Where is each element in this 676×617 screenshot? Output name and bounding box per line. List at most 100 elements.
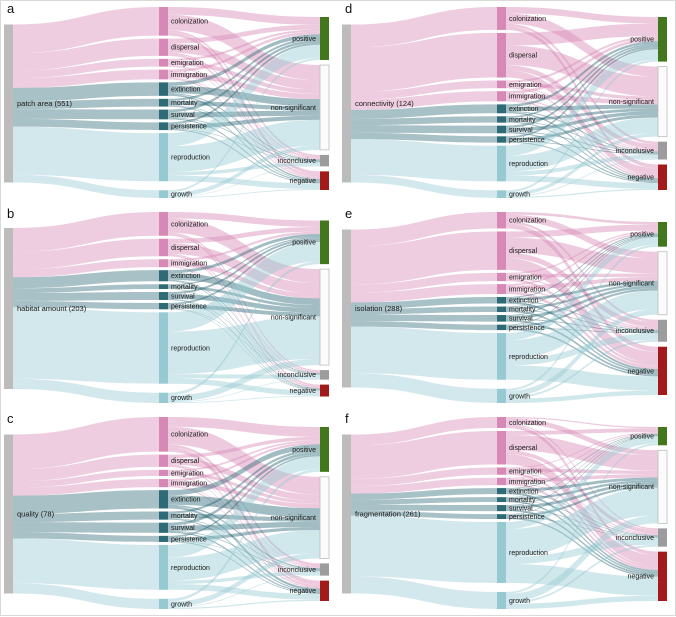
flow-f-immigration-to-negative: [506, 482, 658, 570]
flow-b-extinction-to-negative: [168, 280, 320, 390]
flow-d-colonization-to-negative: [506, 26, 658, 169]
flow-d-colonization-to-non-significant: [506, 13, 658, 77]
node-c-dispersal: [159, 454, 168, 467]
node-e-mortality: [497, 306, 506, 313]
flow-b-immigration-to-positive: [168, 231, 320, 262]
node-a-driver: [4, 24, 13, 183]
flow-f-colonization-to-inconclusive: [506, 423, 658, 530]
node-b-positive: [320, 220, 329, 265]
flow-e-driver-to-mortality: [351, 306, 497, 315]
flow-b-dispersal-to-inconclusive: [168, 253, 320, 373]
flow-e-mortality-to-non-significant: [506, 283, 658, 310]
flow-a-colonization-to-negative: [168, 32, 320, 175]
flow-a-growth-to-positive: [168, 57, 320, 193]
flow-a-growth-to-non-significant: [168, 145, 320, 197]
flow-c-persistence-to-non-significant: [168, 527, 320, 541]
label-e-persistence: persistence: [509, 325, 545, 332]
label-d-driver: connectivity (124): [355, 99, 414, 108]
flow-e-reproduction-to-negative: [506, 365, 658, 391]
flow-e-colonization-to-positive: [506, 212, 658, 225]
flow-d-driver-to-extinction: [351, 104, 497, 119]
flow-c-driver-to-immigration: [13, 479, 159, 496]
label-f-persistence: persistence: [509, 514, 545, 521]
flow-c-mortality-to-positive: [168, 449, 320, 514]
label-f-immigration: immigration: [509, 479, 545, 486]
flow-c-persistence-to-inconclusive: [168, 540, 320, 572]
flow-c-driver-to-dispersal: [13, 454, 159, 482]
flow-d-mortality-to-positive: [506, 43, 658, 119]
label-b-immigration: immigration: [171, 261, 207, 268]
panel-f: f fragmentation (261) colonization dispers…: [339, 411, 676, 617]
label-a-persistence: persistence: [171, 124, 207, 131]
node-c-non-significant: [319, 476, 330, 559]
label-f-dispersal: dispersal: [509, 445, 537, 452]
node-b-persistence: [159, 302, 168, 310]
label-c-growth: growth: [171, 601, 192, 608]
node-c-mortality: [159, 511, 168, 520]
label-e-dispersal: dispersal: [509, 248, 537, 255]
label-d-inconclusive: inconclusive: [616, 148, 654, 155]
label-b-positive: positive: [292, 240, 316, 247]
flow-d-survival-to-inconclusive: [506, 131, 658, 154]
flow-a-survival-to-negative: [168, 118, 320, 183]
node-c-immigration: [159, 479, 168, 488]
node-c-persistence: [159, 535, 168, 542]
label-c-inconclusive: inconclusive: [278, 567, 316, 574]
flow-d-mortality-to-inconclusive: [506, 120, 658, 154]
flow-b-mortality-to-positive: [168, 236, 320, 286]
panel-c: c quality (78) colonization dispersal emigr…: [1, 411, 339, 617]
panel-e-sankey-svg: isolation (288) colonization dispersal emig…: [342, 212, 668, 403]
flow-f-driver-to-colonization: [351, 417, 497, 446]
node-f-immigration: [497, 477, 506, 486]
flow-e-growth-to-non-significant: [506, 309, 658, 397]
label-a-extinction: extinction: [171, 87, 201, 94]
flow-a-survival-to-positive: [168, 40, 320, 113]
flow-f-driver-to-survival: [351, 504, 497, 512]
label-c-persistence: persistence: [171, 536, 207, 543]
flow-c-survival-to-negative: [168, 531, 320, 594]
flow-b-driver-to-survival: [13, 292, 159, 301]
flow-f-reproduction-to-inconclusive: [506, 537, 658, 565]
flow-c-emigration-to-inconclusive: [168, 474, 320, 568]
flow-f-dispersal-to-negative: [506, 454, 658, 566]
flow-c-colonization-to-positive: [168, 417, 320, 437]
node-d-mortality: [497, 116, 506, 123]
node-f-emigration: [497, 467, 506, 475]
flow-f-emigration-to-inconclusive: [506, 471, 658, 535]
flow-e-emigration-to-negative: [506, 278, 658, 366]
flow-a-survival-to-inconclusive: [168, 117, 320, 162]
flow-e-driver-to-survival: [351, 314, 497, 322]
flow-e-reproduction-to-inconclusive: [506, 333, 658, 366]
label-f-driver: fragmentation (261): [355, 510, 421, 519]
node-e-driver: [342, 229, 351, 388]
flow-e-dispersal-to-non-significant: [506, 237, 658, 274]
label-d-positive: positive: [630, 37, 654, 44]
node-b-colonization: [159, 212, 168, 236]
flow-f-growth-to-negative: [506, 595, 658, 609]
node-a-reproduction: [159, 133, 168, 182]
flow-d-immigration-to-non-significant: [506, 94, 658, 105]
flow-a-reproduction-to-negative: [168, 175, 320, 190]
flow-a-dispersal-to-negative: [168, 53, 320, 177]
label-a-mortality: mortality: [171, 100, 198, 107]
node-b-survival: [159, 292, 168, 300]
flow-f-reproduction-to-positive: [506, 436, 658, 530]
flow-a-persistence-to-negative: [168, 129, 320, 184]
flow-f-driver-to-reproduction: [351, 515, 497, 583]
node-f-dispersal: [497, 430, 506, 465]
flow-a-survival-to-non-significant: [168, 110, 320, 118]
flow-f-dispersal-to-positive: [506, 428, 658, 435]
flow-b-colonization-to-positive: [168, 212, 320, 227]
flow-b-survival-to-positive: [168, 238, 320, 295]
flow-c-growth-to-negative: [168, 599, 320, 609]
flow-a-reproduction-to-inconclusive: [168, 162, 320, 176]
flow-c-persistence-to-negative: [168, 541, 320, 594]
flow-f-immigration-to-inconclusive: [506, 481, 658, 536]
label-d-mortality: mortality: [509, 117, 536, 124]
flow-f-driver-to-mortality: [351, 497, 497, 505]
flow-f-extinction-to-positive: [506, 433, 658, 489]
panel-b-sankey-svg: habitat amount (203) colonization dispersa…: [4, 212, 330, 403]
node-d-reproduction: [497, 145, 506, 182]
label-d-dispersal: dispersal: [509, 53, 537, 60]
flow-b-reproduction-to-positive: [168, 241, 320, 332]
